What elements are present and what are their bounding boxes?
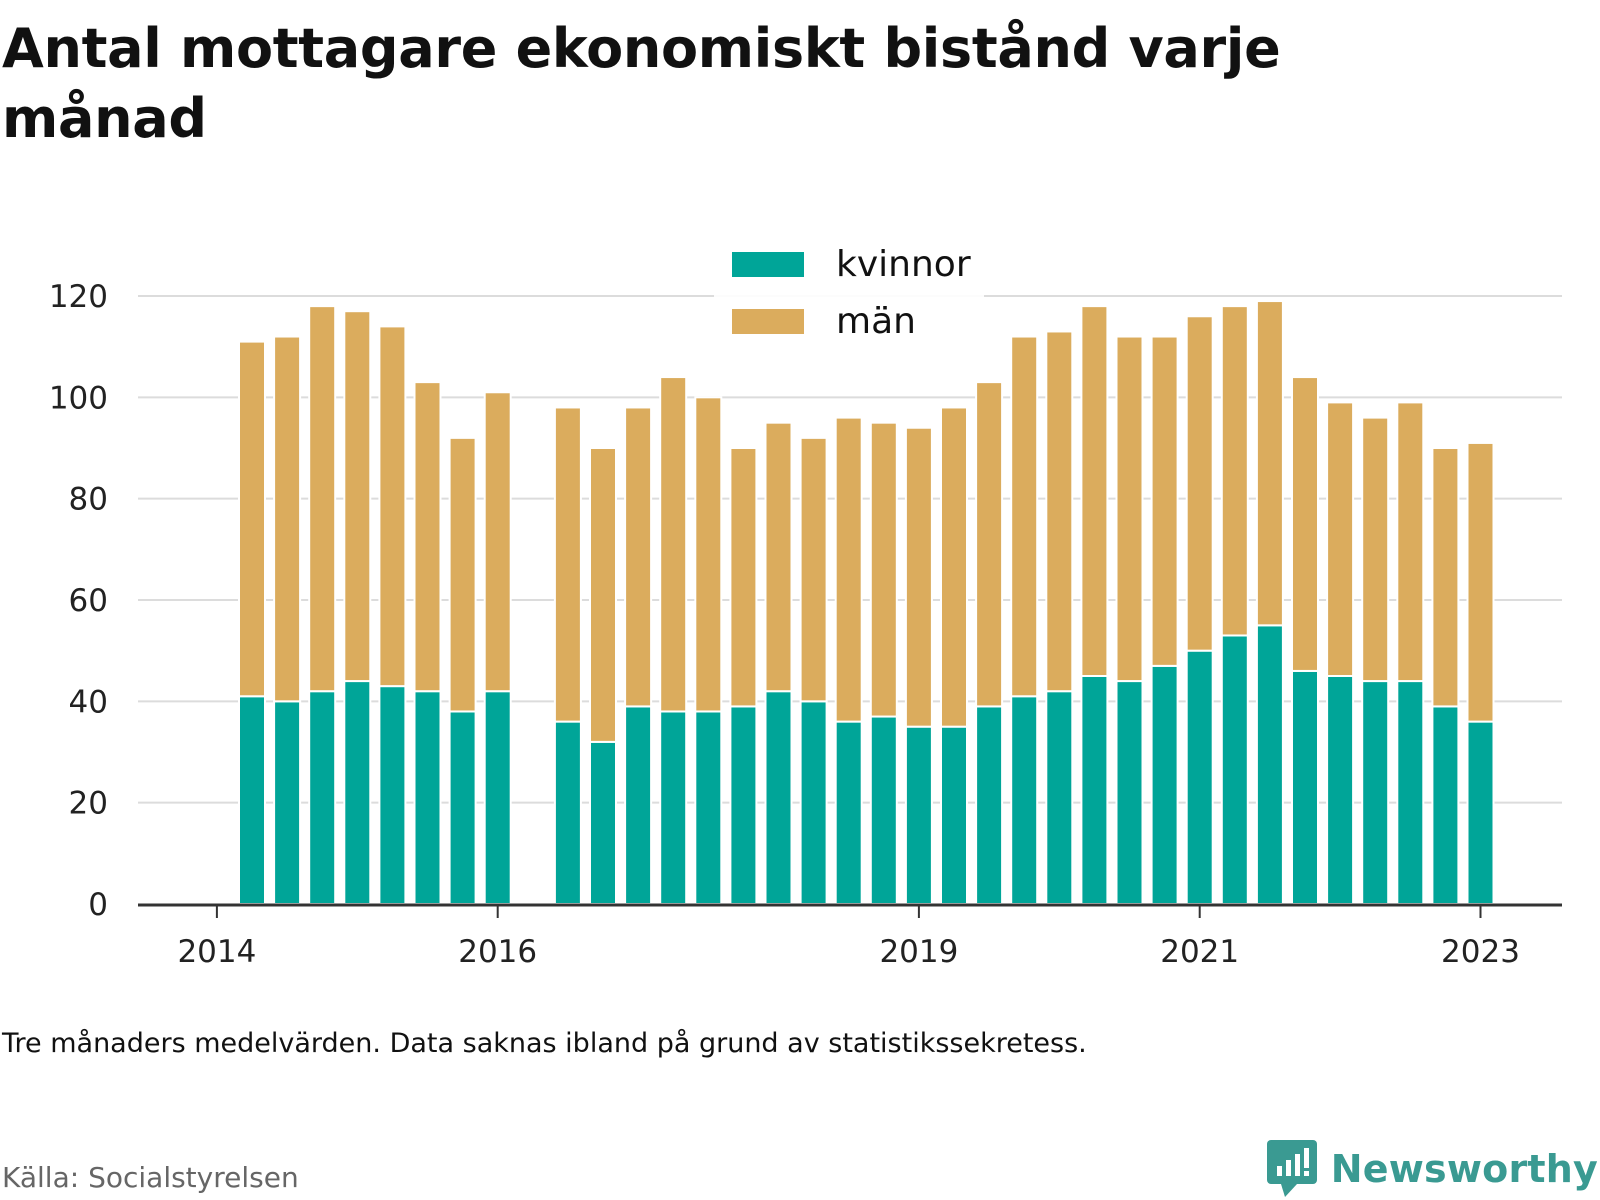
legend-swatch [732,252,804,277]
bar-man [764,421,793,693]
bar-kvinnor [834,720,863,905]
bar-kvinnor [1220,634,1249,905]
y-tick-label: 120 [49,279,108,315]
bar-kvinnor [413,690,442,906]
bar-kvinnor [1255,624,1284,905]
x-tick-label: 2021 [1160,934,1239,970]
bar-kvinnor [975,705,1004,906]
bar-man [343,310,372,683]
bar-man [729,447,758,708]
bar-man [1326,401,1355,677]
brand-name: Newsworthy [1330,1147,1598,1191]
bar-man [1291,376,1319,672]
bar-man [904,426,933,728]
bar-kvinnor [904,725,933,906]
bar-man [975,381,1004,708]
bar-man [799,436,828,703]
bar-kvinnor [1150,664,1179,905]
y-tick-label: 20 [69,786,108,822]
chart-note: Tre månaders medelvärden. Data saknas ib… [2,1028,1087,1059]
bar-man [1361,416,1390,683]
bar-man [1396,401,1425,683]
bar-kvinnor [869,715,898,905]
bar-man [1185,315,1214,652]
x-tick-label: 2023 [1441,934,1520,970]
bar-man [1255,300,1284,627]
bar-kvinnor [343,680,372,905]
bar-kvinnor [659,710,688,906]
chart-title: Antal mottagare ekonomiskt bistånd varje… [2,17,1281,150]
legend-label: kvinnor [836,244,971,285]
y-axis-ticks: 0 20 40 60 80 100 120 [49,279,108,923]
bars [238,300,1495,906]
legend: kvinnor män [714,238,984,346]
y-tick-label: 80 [69,482,108,518]
bar-man [624,406,653,708]
chart-source: Källa: Socialstyrelsen [2,1161,299,1194]
bar-kvinnor [589,740,617,905]
legend-label: män [836,301,916,342]
bar-man [1466,441,1495,723]
bar-man [694,396,723,713]
bar-kvinnor [1361,680,1390,905]
bar-man [589,447,617,743]
bar-kvinnor [1115,680,1144,905]
bar-man [273,335,302,703]
bar-man [1115,335,1144,683]
bar-kvinnor [1045,690,1074,906]
bar-kvinnor [1326,675,1355,905]
bar-kvinnor [553,720,582,905]
bar-kvinnor [694,710,723,906]
bar-man [448,436,477,713]
bar-man [1150,335,1179,667]
bar-kvinnor [1396,680,1425,905]
chart-plot: 0 20 40 60 80 100 120 2014 2016 2019 2021 2023 kvi… [48,238,1562,970]
bar-man [553,406,582,723]
bar-man [1045,330,1074,693]
bar-kvinnor [1431,705,1460,906]
bar-kvinnor [764,690,793,906]
bar-man [869,421,898,718]
bar-kvinnor [940,725,968,906]
bar-kvinnor [729,705,758,906]
bar-man [483,391,512,693]
bar-man [238,340,266,698]
x-tick-label: 2014 [177,934,256,970]
bar-man [308,305,337,693]
x-tick-label: 2019 [879,934,958,970]
bar-man [1080,305,1109,677]
y-tick-label: 40 [69,684,108,720]
bar-kvinnor [448,710,477,906]
legend-swatch [732,309,804,334]
y-tick-label: 100 [49,380,108,416]
bar-kvinnor [1466,720,1495,905]
x-axis: 2014 2016 2019 2021 2023 [138,903,1562,970]
bar-kvinnor [1010,695,1039,905]
bar-kvinnor [273,700,302,905]
bar-kvinnor [624,705,653,906]
bar-kvinnor [1080,675,1109,905]
bar-man [659,376,688,713]
bar-kvinnor [483,690,512,906]
bar-man [378,325,407,688]
bar-kvinnor [799,700,828,905]
y-tick-label: 0 [88,887,108,923]
bar-kvinnor [308,690,337,906]
x-tick-label: 2016 [458,934,537,970]
bar-man [1220,305,1249,637]
bar-kvinnor [1185,649,1214,906]
brand-logo: Newsworthy [1266,1140,1598,1198]
bar-kvinnor [378,685,407,906]
bar-kvinnor [238,695,266,905]
newsworthy-chart-bubble-icon [1266,1140,1317,1197]
bar-kvinnor [1291,669,1319,906]
bar-man [413,381,442,693]
y-tick-label: 60 [69,583,108,619]
bar-man [940,406,968,728]
bar-man [834,416,863,723]
bar-man [1431,447,1460,708]
bar-man [1010,335,1039,698]
